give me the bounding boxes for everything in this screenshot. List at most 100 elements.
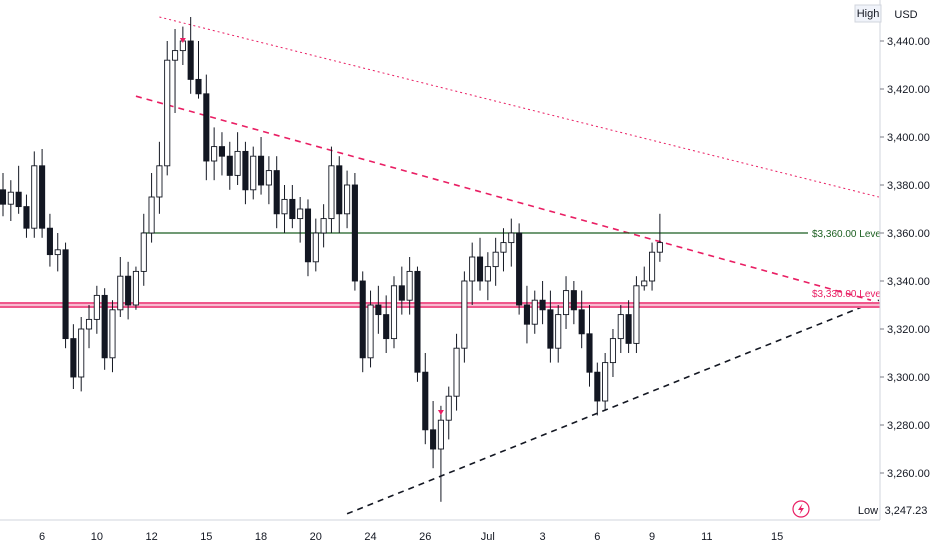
candle[interactable] [539,281,546,325]
candle[interactable] [500,228,507,272]
candle[interactable] [46,213,53,267]
candle[interactable] [437,405,444,502]
candle[interactable] [578,290,585,349]
candle[interactable] [250,146,257,200]
trendline-1[interactable] [159,16,879,198]
candle[interactable] [289,185,296,229]
candle[interactable] [211,127,218,181]
candle[interactable] [93,285,100,334]
candle[interactable] [39,149,46,238]
price-axis-panel[interactable] [880,0,932,550]
candle[interactable] [328,146,335,233]
candle[interactable] [430,401,437,469]
candle[interactable] [516,223,523,315]
candle[interactable] [297,197,304,243]
candle[interactable] [586,305,593,387]
candle[interactable] [117,257,124,317]
candle[interactable] [226,141,233,190]
candle[interactable] [445,386,452,440]
time-axis-panel[interactable] [0,520,880,550]
candle[interactable] [258,137,265,195]
candle[interactable] [562,276,570,329]
candle-body-down [375,304,382,316]
candle[interactable] [132,266,139,310]
candle[interactable] [187,17,194,94]
candle[interactable] [367,290,374,368]
trendline-3[interactable] [346,299,880,515]
candle[interactable] [320,204,327,248]
candle[interactable] [641,266,648,291]
candle[interactable] [0,173,7,217]
candle[interactable] [406,257,413,315]
candle[interactable] [531,290,538,334]
candle[interactable] [15,165,22,214]
candle[interactable] [344,170,351,229]
candle[interactable] [31,151,38,238]
candle[interactable] [171,29,179,113]
candle[interactable] [375,285,382,334]
candle[interactable] [656,213,663,262]
x-tick-label: 3 [540,531,546,543]
candle-body-down [359,280,366,359]
candle[interactable] [281,185,288,233]
candle[interactable] [555,305,562,363]
candle[interactable] [156,141,163,214]
candle[interactable] [649,242,656,291]
candle[interactable] [570,281,577,325]
candle[interactable] [351,173,358,291]
candle-body-up [390,285,398,340]
candle[interactable] [508,218,515,267]
candle[interactable] [523,285,530,344]
candle[interactable] [70,324,77,389]
candle[interactable] [195,41,202,99]
candle[interactable] [85,305,93,349]
candle[interactable] [242,141,249,205]
candle[interactable] [336,156,343,233]
trendlines [135,16,880,515]
candle[interactable] [625,300,632,353]
candle[interactable] [469,242,476,305]
candle[interactable] [492,237,499,286]
candle[interactable] [633,276,640,353]
candle[interactable] [304,199,312,277]
axis-corner[interactable] [880,520,932,550]
candle[interactable] [164,41,171,176]
candle[interactable] [461,271,468,363]
candle[interactable] [148,173,155,243]
candle[interactable] [617,305,624,353]
candle[interactable] [78,317,85,392]
lightning-icon[interactable] [792,500,810,518]
candle[interactable] [234,132,241,185]
candle[interactable] [312,218,319,272]
candle[interactable] [602,353,609,411]
candle[interactable] [383,295,390,353]
candle[interactable] [414,266,421,382]
candle[interactable] [422,353,429,445]
candle-body-down [586,333,593,373]
candle[interactable] [101,288,108,370]
candle[interactable] [609,329,617,377]
candle[interactable] [218,132,226,176]
candle[interactable] [54,233,61,272]
candle[interactable] [140,213,147,286]
candle[interactable] [7,180,14,221]
candle[interactable] [476,237,484,291]
candle[interactable] [125,261,132,320]
candle[interactable] [359,271,366,373]
candle[interactable] [273,156,280,229]
candle[interactable] [203,74,210,181]
candle[interactable] [109,300,116,373]
candle[interactable] [547,290,554,363]
candle[interactable] [453,333,460,411]
candle[interactable] [265,156,272,205]
candle[interactable] [398,266,405,315]
candle[interactable] [23,194,30,238]
candle[interactable] [594,362,601,416]
candle[interactable] [390,276,398,349]
candles[interactable] [0,17,663,502]
candle[interactable] [484,252,491,301]
candle-body-up [328,165,335,220]
candle[interactable] [62,242,69,349]
